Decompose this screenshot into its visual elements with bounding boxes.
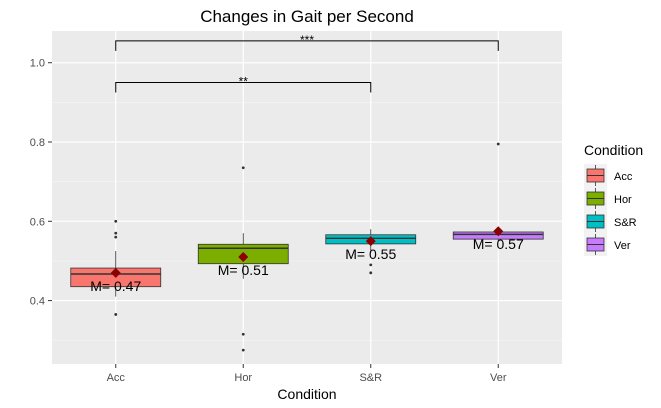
significance-brackets: ***** xyxy=(115,33,499,93)
significance-label: ** xyxy=(239,75,249,89)
legend-title: Condition xyxy=(584,142,643,158)
x-tick-label: Ver xyxy=(490,372,507,384)
y-tick-label: 0.4 xyxy=(30,296,45,308)
legend: Condition Acc Hor S&R Ver xyxy=(584,142,643,256)
mean-label: M= 0.57 xyxy=(473,236,524,252)
outlier-point xyxy=(114,235,118,239)
outlier-point xyxy=(241,348,245,352)
mean-label: M= 0.47 xyxy=(90,278,141,294)
legend-label: Ver xyxy=(614,240,631,252)
mean-marker xyxy=(365,236,376,247)
legend-label: S&R xyxy=(614,217,637,229)
x-tick-label: Hor xyxy=(234,372,252,384)
outlier-point xyxy=(241,166,245,170)
mean-marker xyxy=(110,267,121,278)
outlier-point xyxy=(114,219,118,223)
box-group-hor: M= 0.51 xyxy=(197,166,289,352)
box-group-sr: M= 0.55 xyxy=(325,229,417,275)
legend-key-sr: S&R xyxy=(584,210,637,233)
significance-label: *** xyxy=(300,33,314,47)
chart-title: Changes in Gait per Second xyxy=(200,7,414,26)
outlier-point xyxy=(496,142,500,146)
x-axis: Acc Hor S&R Ver xyxy=(107,364,507,384)
mean-marker xyxy=(493,226,504,237)
outlier-point xyxy=(369,271,373,275)
box-group-acc: M= 0.47 xyxy=(70,219,162,316)
mean-marker xyxy=(238,251,249,262)
y-tick-label: 0.8 xyxy=(30,137,45,149)
minor-gridlines xyxy=(52,102,562,341)
y-tick-label: 1.0 xyxy=(30,58,45,70)
plot-panel xyxy=(52,31,562,364)
legend-key-acc: Acc xyxy=(584,164,633,187)
outlier-point xyxy=(114,313,118,316)
significance-bracket xyxy=(115,82,372,93)
outlier-point xyxy=(114,231,118,235)
x-tick-label: Acc xyxy=(107,372,126,384)
y-tick-label: 0.6 xyxy=(30,216,45,228)
mean-label: M= 0.55 xyxy=(345,246,396,262)
significance-bracket xyxy=(115,40,499,51)
box-layer: M= 0.47 M= 0.51 M= 0.55 M= 0.57 xyxy=(70,142,544,352)
mean-label: M= 0.51 xyxy=(218,262,269,278)
legend-label: Hor xyxy=(614,194,632,206)
outlier-point xyxy=(369,263,373,267)
outlier-point xyxy=(241,332,245,336)
legend-label: Acc xyxy=(614,171,633,183)
y-axis: 0.4 0.6 0.8 1.0 xyxy=(30,58,52,308)
legend-key-hor: Hor xyxy=(584,187,632,210)
x-tick-label: S&R xyxy=(359,372,382,384)
box-group-ver: M= 0.57 xyxy=(452,142,544,252)
x-axis-title: Condition xyxy=(277,386,336,402)
legend-key-ver: Ver xyxy=(584,233,631,256)
